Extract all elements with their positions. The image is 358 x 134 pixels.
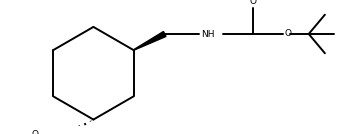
Text: NH: NH bbox=[201, 30, 214, 39]
Text: O: O bbox=[250, 0, 257, 6]
Text: O: O bbox=[32, 130, 39, 134]
Text: O: O bbox=[284, 29, 291, 38]
Polygon shape bbox=[134, 31, 166, 50]
